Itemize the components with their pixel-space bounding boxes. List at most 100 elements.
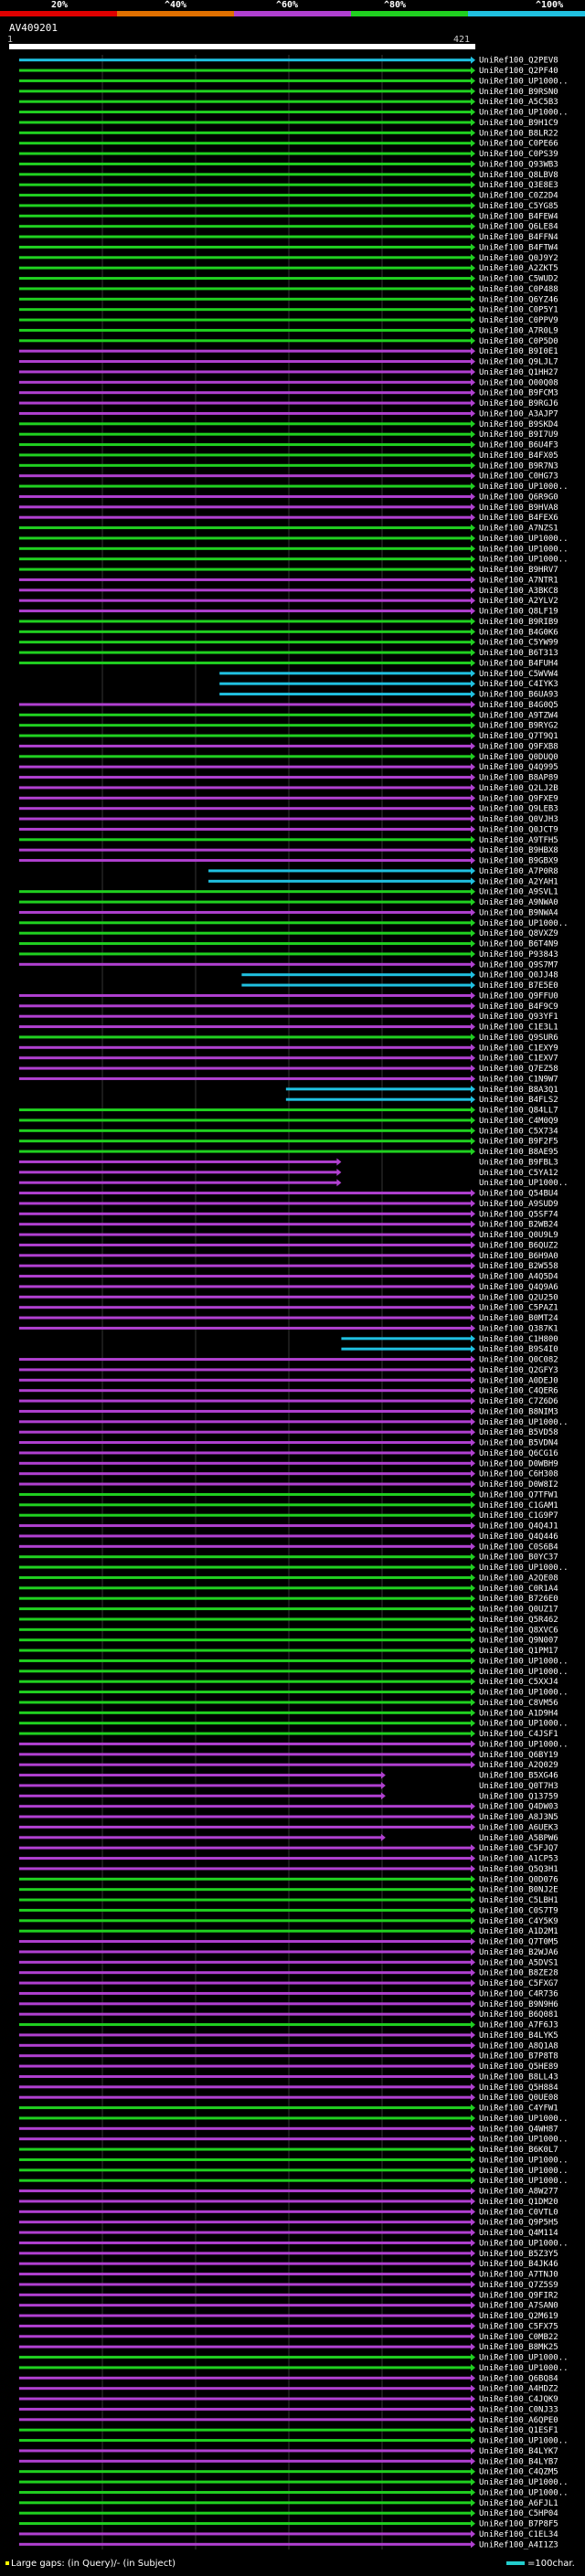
hit-row[interactable]: UniRef100_B9R7N3 [18,461,558,471]
hit-row[interactable]: UniRef100_C5XXJ4 [18,1678,558,1687]
hit-row[interactable]: UniRef100_B5Z3Y5 [18,2249,558,2259]
hit-row[interactable]: UniRef100_B0YC37 [18,1553,558,1563]
hit-row[interactable]: UniRef100_A9SVL1 [18,887,558,897]
hit-row[interactable]: UniRef100_Q7TFW1 [18,1490,558,1500]
hit-row[interactable]: UniRef100_B4FTW4 [18,243,558,252]
hit-row[interactable]: UniRef100_B6UA93 [219,690,558,700]
hit-row[interactable]: UniRef100_B4LYK7 [18,2446,558,2456]
hit-row[interactable]: UniRef100_B9RIB9 [18,617,558,627]
hit-row[interactable]: UniRef100_B9HRV7 [18,566,558,575]
hit-row[interactable]: UniRef100_C1EL34 [18,2529,558,2539]
hit-row[interactable]: UniRef100_Q0VJH3 [18,815,558,824]
hit-row[interactable]: UniRef100_Q2PF40 [18,67,558,76]
hit-row[interactable]: UniRef100_UP1000.. [18,77,569,86]
hit-row[interactable]: UniRef100_B8AP89 [18,773,558,783]
hit-row[interactable]: UniRef100_Q0UZ17 [18,1605,558,1615]
hit-row[interactable]: UniRef100_B6T4N9 [18,939,558,949]
hit-row[interactable]: UniRef100_A3BKC8 [18,586,558,596]
hit-row[interactable]: UniRef100_C1N9W7 [18,1075,558,1084]
hit-row[interactable]: UniRef100_C0VTL0 [18,2208,558,2217]
hit-row[interactable]: UniRef100_A5DVS1 [18,1958,558,1967]
hit-row[interactable]: UniRef100_B6QUZ2 [18,1241,558,1250]
hit-row[interactable]: UniRef100_B9F2F5 [18,1137,558,1147]
hit-row[interactable]: UniRef100_UP1000.. [18,2114,569,2124]
hit-row[interactable]: UniRef100_A6FJL1 [18,2498,558,2508]
hit-row[interactable]: UniRef100_B0NJ2E [18,1885,558,1895]
hit-row[interactable]: UniRef100_C4Y5K9 [18,1916,558,1926]
hit-row[interactable]: UniRef100_B6K0L7 [18,2146,558,2155]
hit-row[interactable]: UniRef100_B5XG46 [18,1771,558,1781]
hit-row[interactable]: UniRef100_B8A3Q1 [285,1085,558,1095]
hit-row[interactable]: UniRef100_B6T313 [18,649,558,658]
hit-row[interactable]: UniRef100_B9H1C9 [18,118,558,128]
hit-row[interactable]: UniRef100_A5C5B3 [18,98,558,107]
hit-row[interactable]: UniRef100_UP1000.. [18,2363,569,2373]
hit-row[interactable]: UniRef100_C1EXV7 [18,1054,558,1064]
hit-row[interactable]: UniRef100_C0PE66 [18,139,558,149]
hit-row[interactable]: UniRef100_C5X734 [18,1127,558,1136]
hit-row[interactable]: UniRef100_C4QZM5 [18,2467,558,2477]
hit-row[interactable]: UniRef100_A7TNJ0 [18,2270,558,2280]
hit-row[interactable]: UniRef100_A6QPE0 [18,2415,558,2425]
hit-row[interactable]: UniRef100_C0Z2D4 [18,191,558,201]
hit-row[interactable]: UniRef100_B9FCM3 [18,388,558,398]
hit-row[interactable]: UniRef100_C5YW99 [18,638,558,648]
hit-row[interactable]: UniRef100_Q9FIR2 [18,2291,558,2300]
hit-row[interactable]: UniRef100_UP1000.. [18,1564,569,1573]
hit-row[interactable]: UniRef100_Q387K1 [18,1324,558,1333]
hit-row[interactable]: UniRef100_UP1000.. [18,1688,569,1698]
hit-row[interactable]: UniRef100_Q7Z5S9 [18,2280,558,2290]
hit-row[interactable]: UniRef100_B9SKD4 [18,419,558,429]
hit-row[interactable]: UniRef100_A9TZW4 [18,711,558,720]
hit-row[interactable]: UniRef100_Q93YF1 [18,1012,558,1022]
hit-row[interactable]: UniRef100_Q6BQ84 [18,2374,558,2383]
hit-row[interactable]: UniRef100_C5LBH1 [18,1896,558,1905]
hit-row[interactable]: UniRef100_B9GBX9 [18,856,558,866]
hit-row[interactable]: UniRef100_B9I7U9 [18,430,558,440]
hit-row[interactable]: UniRef100_A7F6J3 [18,2020,558,2030]
hit-row[interactable]: UniRef100_UP1000.. [18,555,569,565]
hit-row[interactable]: UniRef100_P93843 [18,949,558,959]
hit-row[interactable]: UniRef100_A4I1Z3 [18,2540,558,2549]
hit-row[interactable]: UniRef100_Q9LEB3 [18,804,558,814]
hit-row[interactable]: UniRef100_B4FUH4 [18,659,558,668]
hit-row[interactable]: UniRef100_A1CP53 [18,1854,558,1864]
hit-row[interactable]: UniRef100_B2WB24 [18,1220,558,1230]
hit-row[interactable]: UniRef100_B9RGJ6 [18,399,558,408]
hit-row[interactable]: UniRef100_Q4M114 [18,2229,558,2238]
hit-row[interactable]: UniRef100_C5FXG7 [18,1979,558,1988]
hit-row[interactable]: UniRef100_B4FLS2 [285,1096,558,1105]
hit-row[interactable]: UniRef100_Q5HE89 [18,2062,558,2072]
hit-row[interactable]: UniRef100_B4JK46 [18,2260,558,2269]
hit-row[interactable]: UniRef100_Q0UE08 [18,2094,558,2103]
hit-row[interactable]: UniRef100_B4G0K6 [18,628,558,637]
hit-row[interactable]: UniRef100_Q2M619 [18,2312,558,2321]
hit-row[interactable]: UniRef100_A2QE08 [18,1574,558,1583]
hit-row[interactable]: UniRef100_B5VD58 [18,1428,558,1437]
hit-row[interactable]: UniRef100_B7E5E0 [241,981,558,991]
hit-row[interactable]: UniRef100_Q5H884 [18,2083,558,2093]
hit-row[interactable]: UniRef100_Q7T0M5 [18,1937,558,1947]
hit-row[interactable]: UniRef100_Q8VXZ9 [18,929,558,938]
hit-row[interactable]: UniRef100_A9SUD9 [18,1199,558,1209]
hit-row[interactable]: UniRef100_Q5R462 [18,1615,558,1625]
hit-row[interactable]: UniRef100_C6H308 [18,1469,558,1479]
hit-row[interactable]: UniRef100_UP1000.. [18,2166,569,2176]
hit-row[interactable]: UniRef100_B2W558 [18,1262,558,1271]
hit-row[interactable]: UniRef100_C0HG73 [18,472,558,482]
hit-row[interactable]: UniRef100_UP1000.. [18,545,569,554]
hit-row[interactable]: UniRef100_B726E0 [18,1595,558,1604]
hit-row[interactable]: UniRef100_C1GAM1 [18,1500,558,1511]
hit-row[interactable]: UniRef100_Q0U9L9 [18,1231,558,1240]
hit-row[interactable]: UniRef100_C4IYK3 [219,680,558,689]
hit-row[interactable]: UniRef100_UP1000.. [18,2353,569,2363]
hit-row[interactable]: UniRef100_C0PPV9 [18,316,558,325]
hit-row[interactable]: UniRef100_A5BPW6 [18,1833,558,1843]
hit-row[interactable]: UniRef100_UP1000.. [18,1667,569,1677]
hit-row[interactable]: UniRef100_Q6YZ46 [18,295,558,304]
hit-row[interactable]: UniRef100_B2WJA6 [18,1947,558,1957]
hit-row[interactable]: UniRef100_B6U4F3 [18,440,558,451]
hit-row[interactable]: UniRef100_Q4Q446 [18,1532,558,1542]
hit-row[interactable]: UniRef100_B8LR22 [18,129,558,138]
hit-row[interactable]: UniRef100_Q84LL7 [18,1106,558,1116]
